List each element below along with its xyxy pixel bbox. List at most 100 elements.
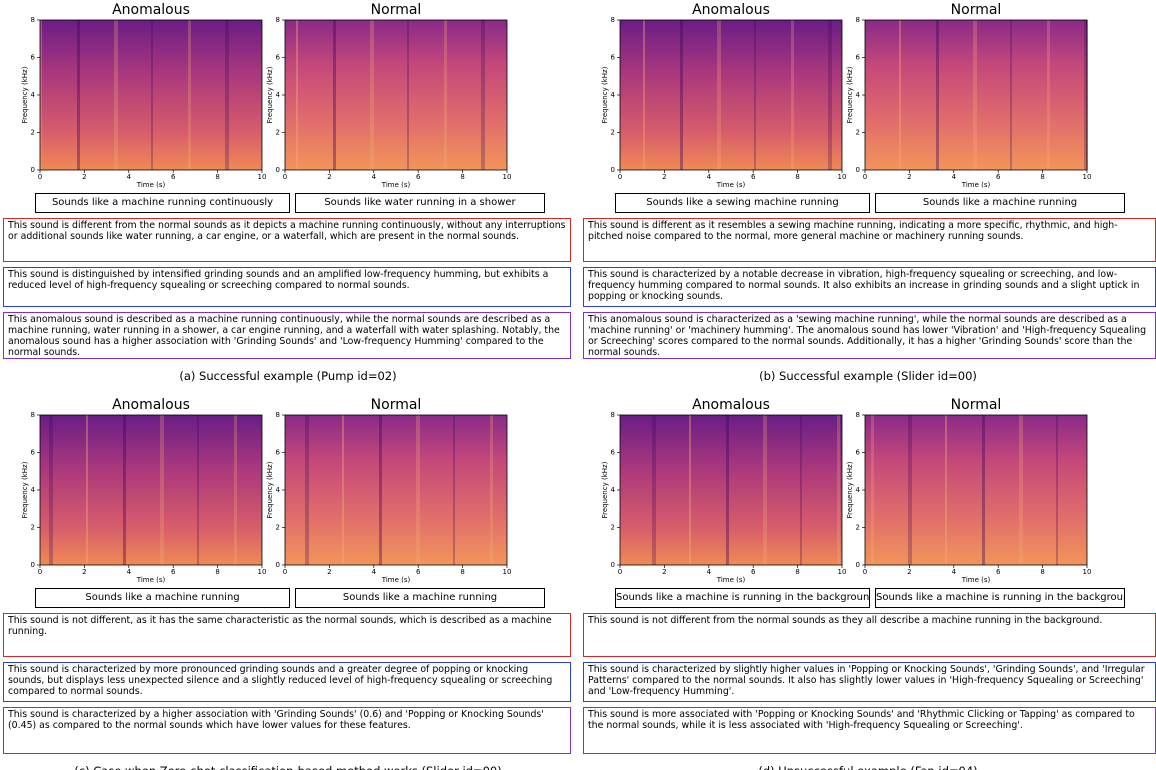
spectrogram-texture xyxy=(791,20,794,170)
y-tick-label: 8 xyxy=(856,411,860,419)
x-tick-label: 6 xyxy=(751,173,756,181)
spectrogram-texture xyxy=(40,20,42,170)
spectrogram-texture xyxy=(77,20,80,170)
y-axis-label: Frequency (kHz) xyxy=(266,66,274,123)
y-tick-label: 0 xyxy=(611,166,615,174)
x-tick-label: 4 xyxy=(127,173,132,181)
spectrogram-texture xyxy=(1047,20,1050,170)
spectrogram-title: Anomalous xyxy=(692,397,770,413)
spectrogram-texture xyxy=(871,415,874,565)
spectrogram-texture xyxy=(1047,20,1050,170)
spectrogram-texture xyxy=(1084,20,1088,170)
spectrogram-texture xyxy=(763,415,767,565)
spectrogram-texture xyxy=(936,20,939,170)
spectrogram-texture xyxy=(453,415,455,565)
spectrogram-texture xyxy=(123,415,126,565)
explanation-box: This sound is characterized by a notable… xyxy=(583,267,1156,307)
y-tick-label: 2 xyxy=(856,129,860,137)
x-tick-label: 10 xyxy=(1083,173,1092,181)
y-axis-label: Frequency (kHz) xyxy=(266,461,274,518)
y-tick-label: 2 xyxy=(276,524,280,532)
y-tick-label: 4 xyxy=(611,91,616,99)
spectrogram-texture xyxy=(837,415,840,565)
spectrogram-texture xyxy=(945,415,947,565)
spectrogram-texture xyxy=(370,20,374,170)
y-tick-label: 4 xyxy=(276,91,281,99)
y-tick-label: 6 xyxy=(276,54,281,62)
y-tick-label: 4 xyxy=(611,486,616,494)
explanation-box: This sound is different as it resembles … xyxy=(583,218,1156,262)
x-tick-label: 0 xyxy=(38,568,42,576)
spectrogram-texture xyxy=(225,20,229,170)
y-axis-label: Frequency (kHz) xyxy=(21,66,29,123)
x-tick-label: 6 xyxy=(996,173,1001,181)
x-tick-label: 0 xyxy=(283,173,287,181)
explanation-box: This sound is distinguished by intensifi… xyxy=(3,267,571,307)
x-tick-label: 2 xyxy=(662,568,666,576)
spectrogram-texture xyxy=(77,20,80,170)
x-tick-label: 4 xyxy=(952,568,957,576)
y-tick-label: 2 xyxy=(31,524,35,532)
spectrogram-texture xyxy=(680,20,683,170)
spectrogram-texture xyxy=(1056,415,1058,565)
x-tick-label: 10 xyxy=(1083,568,1092,576)
x-tick-label: 8 xyxy=(1040,173,1044,181)
spectrogram-texture xyxy=(123,415,126,565)
spectrogram-texture xyxy=(791,20,794,170)
spectrogram-texture xyxy=(444,20,447,170)
caption: (a) Successful example (Pump id=02) xyxy=(179,369,397,383)
x-tick-label: 2 xyxy=(82,173,86,181)
sound-description: Sounds like a machine is running in the … xyxy=(875,588,1125,608)
spectrogram-texture xyxy=(1010,20,1012,170)
x-tick-label: 4 xyxy=(707,173,712,181)
x-tick-label: 8 xyxy=(215,568,219,576)
y-axis-label: Frequency (kHz) xyxy=(601,66,609,123)
spectrogram xyxy=(620,20,842,170)
spectrogram-texture xyxy=(407,20,409,170)
spectrogram-texture xyxy=(899,20,901,170)
x-axis-label: Time (s) xyxy=(961,576,991,584)
spectrogram-texture xyxy=(717,20,721,170)
spectrogram-texture xyxy=(689,415,691,565)
spectrogram-texture xyxy=(160,415,164,565)
spectrogram-texture xyxy=(151,20,153,170)
spectrogram-texture xyxy=(899,20,901,170)
y-tick-label: 8 xyxy=(856,16,860,24)
spectrogram-texture xyxy=(828,20,832,170)
y-tick-label: 2 xyxy=(31,129,35,137)
y-tick-label: 4 xyxy=(31,486,36,494)
y-tick-label: 4 xyxy=(276,486,281,494)
spectrogram xyxy=(285,20,507,170)
y-tick-label: 0 xyxy=(276,166,280,174)
explanation-box: This sound is characterized by slightly … xyxy=(583,662,1156,702)
x-tick-label: 2 xyxy=(327,173,331,181)
spectrogram-texture xyxy=(225,20,229,170)
spectrogram-texture xyxy=(936,20,939,170)
spectrogram-texture xyxy=(643,20,645,170)
spectrogram-title: Normal xyxy=(371,2,422,18)
spectrogram xyxy=(620,415,842,565)
spectrogram-texture xyxy=(982,415,985,565)
x-tick-label: 10 xyxy=(838,173,847,181)
explanation-box: This sound is characterized by a higher … xyxy=(3,707,571,754)
spectrogram-texture xyxy=(680,20,683,170)
sound-description: Sounds like a machine running xyxy=(295,588,545,608)
spectrogram-texture xyxy=(40,20,42,170)
explanation-box: This sound is more associated with 'Popp… xyxy=(583,707,1156,754)
spectrogram-texture xyxy=(333,20,336,170)
x-tick-label: 10 xyxy=(503,568,512,576)
spectrogram-texture xyxy=(305,415,309,565)
x-tick-label: 6 xyxy=(751,568,756,576)
x-tick-label: 4 xyxy=(372,173,377,181)
spectrogram-texture xyxy=(936,20,939,170)
spectrogram-texture xyxy=(652,415,656,565)
sound-description: Sounds like a sewing machine running xyxy=(615,193,870,213)
spectrogram-texture xyxy=(1084,20,1088,170)
spectrogram-texture xyxy=(49,415,53,565)
spectrogram-texture xyxy=(1056,415,1058,565)
spectrogram-texture xyxy=(123,415,126,565)
spectrogram-texture xyxy=(643,20,645,170)
explanation-box: This anomalous sound is characterized as… xyxy=(583,312,1156,359)
x-tick-label: 10 xyxy=(258,173,267,181)
